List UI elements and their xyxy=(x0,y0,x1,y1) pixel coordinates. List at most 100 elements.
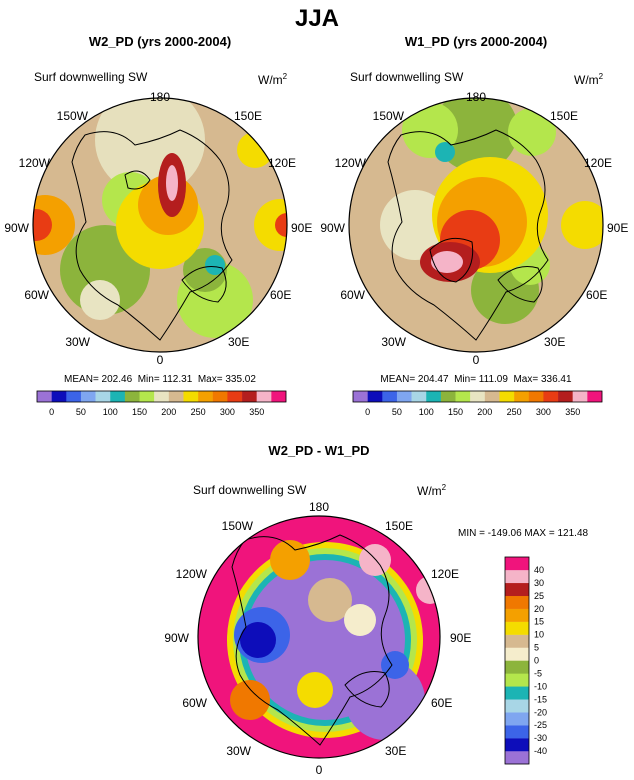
lon-label: 120W xyxy=(176,567,208,581)
colorbar-swatch xyxy=(411,391,427,402)
lon-label: 90W xyxy=(4,221,29,235)
coastline xyxy=(497,266,543,303)
coastline xyxy=(124,170,151,190)
polar-map xyxy=(198,516,440,758)
colorbar-swatch xyxy=(528,391,544,402)
colorbar-swatch xyxy=(37,391,52,402)
colorbar-tick-label: 350 xyxy=(565,407,580,417)
colorbar-tick-label: 150 xyxy=(448,407,463,417)
lon-label: 60E xyxy=(270,288,291,302)
coastline xyxy=(71,129,233,341)
field-region xyxy=(205,255,225,275)
colorbar-swatch xyxy=(505,595,529,609)
colorbar-swatch xyxy=(505,699,529,713)
panel-title: W2_PD (yrs 2000-2004) xyxy=(89,34,231,49)
colorbar-swatch xyxy=(505,621,529,635)
colorbar-swatch xyxy=(154,391,170,402)
lon-label: 120E xyxy=(431,567,459,581)
lon-label: 90W xyxy=(164,631,189,645)
colorbar-swatch xyxy=(470,391,486,402)
lon-label: 60W xyxy=(24,288,49,302)
colorbar-swatch xyxy=(353,391,368,402)
panel-w1-pd: W1_PD (yrs 2000-2004) Surf downwelling S… xyxy=(320,34,628,417)
variable-label: Surf downwelling SW xyxy=(193,483,307,497)
field-region xyxy=(431,251,463,273)
colorbar-swatch xyxy=(505,569,529,584)
longitude-labels: 180 150E 120E 90E 60E 30E 0 30W 60W 90W … xyxy=(4,90,312,367)
lon-label: 30W xyxy=(226,744,251,758)
colorbar-tick-label: 40 xyxy=(534,565,544,575)
colorbar-swatch xyxy=(51,391,67,402)
panel-title: W1_PD (yrs 2000-2004) xyxy=(405,34,547,49)
colorbar-swatch xyxy=(505,660,529,674)
coastline xyxy=(231,534,393,746)
colorbar-swatch xyxy=(505,647,529,661)
colorbar-tick-label: 250 xyxy=(191,407,206,417)
longitude-labels: 180 150E 120E 90E 60E 30E 0 30W 60W 90W … xyxy=(320,90,628,367)
colorbar-tick-label: 10 xyxy=(534,630,544,640)
stats-text: MIN = -149.06 MAX = 121.48 xyxy=(458,528,589,539)
colorbar-swatch xyxy=(426,391,442,402)
colorbar-swatch xyxy=(505,673,529,687)
panel-w2-pd: W2_PD (yrs 2000-2004) Surf downwelling S… xyxy=(4,34,312,417)
field-region xyxy=(33,209,52,241)
colorbar-tick-label: 25 xyxy=(534,591,544,601)
colorbar-tick-label: 50 xyxy=(76,407,86,417)
lon-label: 90E xyxy=(607,221,628,235)
lon-label: 150W xyxy=(222,519,254,533)
map-outline xyxy=(348,97,604,353)
stats-text: MEAN= 204.47 Min= 111.09 Max= 336.41 xyxy=(380,374,572,385)
colorbar-tick-label: 300 xyxy=(220,407,235,417)
lon-label: 90W xyxy=(320,221,345,235)
units-label: W/m2 xyxy=(417,483,447,498)
colorbar-swatch xyxy=(256,391,272,402)
lon-label: 120E xyxy=(268,156,296,170)
field-region xyxy=(297,672,333,708)
lon-label: 180 xyxy=(150,90,170,104)
lon-label: 30E xyxy=(385,744,406,758)
colorbar-tick-label: 20 xyxy=(534,604,544,614)
colorbar-swatch xyxy=(95,391,111,402)
field-region xyxy=(435,142,455,162)
colorbar-tick-label: -25 xyxy=(534,720,547,730)
lon-label: 30W xyxy=(381,335,406,349)
coastline xyxy=(387,129,549,341)
lon-label: 30E xyxy=(228,335,249,349)
colorbar-swatch xyxy=(198,391,213,402)
lon-label: 120W xyxy=(335,156,367,170)
lon-label: 30W xyxy=(65,335,90,349)
colorbar-swatch xyxy=(505,712,529,726)
lon-label: 60W xyxy=(340,288,365,302)
colorbar-swatch xyxy=(212,391,228,402)
lon-label: 0 xyxy=(316,763,323,777)
field-region xyxy=(359,544,391,576)
colorbar-swatch xyxy=(139,391,155,402)
colorbar-tick-label: -20 xyxy=(534,707,547,717)
polar-map xyxy=(349,98,603,352)
colorbar-tick-label: -5 xyxy=(534,668,542,678)
polar-map xyxy=(33,98,287,352)
colorbar-swatch xyxy=(227,391,243,402)
colorbar-swatch xyxy=(587,391,603,402)
lon-label: 0 xyxy=(473,353,480,367)
field-region xyxy=(240,622,276,658)
colorbar-tick-label: 5 xyxy=(534,643,539,653)
longitude-labels: 180 150E 120E 90E 60E 30E 0 30W 60W 90W … xyxy=(164,500,471,777)
field-region xyxy=(275,213,287,237)
colorbar-swatch xyxy=(484,391,500,402)
field-region xyxy=(508,108,556,156)
colorbar-swatch xyxy=(505,686,529,700)
lon-label: 30E xyxy=(544,335,565,349)
colorbar-swatch xyxy=(558,391,573,402)
colorbar-tick-label: 300 xyxy=(536,407,551,417)
colorbar-swatch xyxy=(110,391,126,402)
colorbar-frame xyxy=(36,390,287,403)
colorbar-swatch xyxy=(66,391,82,402)
stats-text: MEAN= 202.46 Min= 112.31 Max= 335.02 xyxy=(64,374,256,385)
colorbar-swatch xyxy=(183,391,199,402)
field-region xyxy=(344,604,376,636)
variable-label: Surf downwelling SW xyxy=(34,70,148,84)
figure-title: JJA xyxy=(295,5,339,32)
lon-label: 60W xyxy=(182,696,207,710)
